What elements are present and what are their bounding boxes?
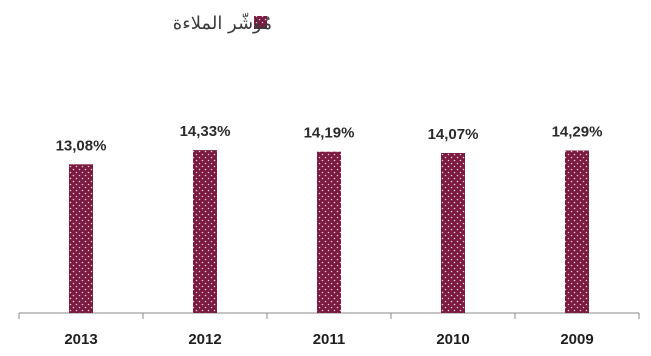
bar-value-label: 14,19%	[304, 125, 355, 142]
data-labels: 13,08% 14,33% 14,19% 14,07% 14,29%	[56, 123, 603, 154]
bar	[317, 151, 341, 313]
legend-label: مُؤشّر الملاءة	[173, 13, 272, 34]
bar	[441, 153, 465, 313]
legend-swatch	[254, 16, 267, 29]
bar-value-label: 14,33%	[180, 123, 231, 140]
x-tick-label: 2012	[188, 331, 221, 348]
bar-value-label: 13,08%	[56, 137, 107, 154]
x-tick-label: 2010	[436, 331, 469, 348]
bar	[565, 150, 589, 313]
x-axis-ticks	[18, 313, 640, 319]
bar	[69, 164, 93, 313]
legend: مُؤشّر الملاءة	[173, 13, 272, 34]
bars	[69, 150, 589, 313]
bar-value-label: 14,07%	[428, 126, 479, 143]
x-tick-label: 2009	[560, 331, 593, 348]
bar	[193, 150, 217, 313]
x-tick-labels: 2013 2012 2011 2010 2009	[64, 331, 593, 348]
x-tick-label: 2013	[64, 331, 97, 348]
bar-value-label: 14,29%	[552, 124, 603, 141]
x-tick-label: 2011	[313, 331, 346, 348]
